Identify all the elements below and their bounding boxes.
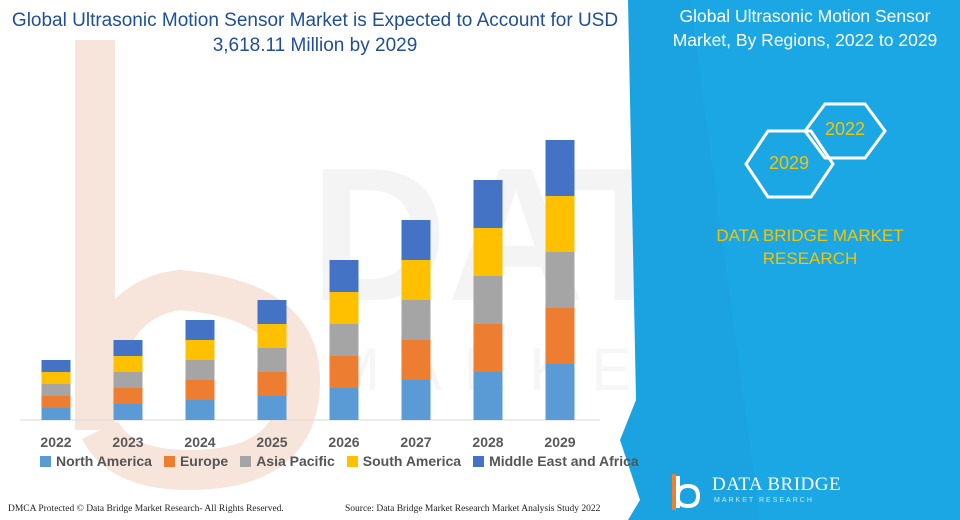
bar-segment-2024-0: [185, 400, 215, 420]
bar-segment-2023-1: [113, 388, 143, 404]
bar-segment-2027-4: [401, 220, 431, 260]
bar-segment-2022-0: [41, 408, 71, 420]
legend: North America Europe Asia Pacific South Ame…: [40, 452, 639, 470]
legend-swatch: [346, 455, 358, 467]
bar-segment-2022-4: [41, 360, 71, 372]
x-tick-label: 2023: [112, 434, 143, 450]
footer-source: Source: Data Bridge Market Research Mark…: [345, 504, 601, 514]
bar-segment-2028-2: [473, 276, 503, 324]
bar-segment-2023-3: [113, 356, 143, 372]
bar-segment-2028-0: [473, 372, 503, 420]
bar-segment-2024-2: [185, 360, 215, 380]
stacked-bar-chart: 2022 2023 2024 2025 2026 2027 2028 2029: [20, 140, 600, 450]
bar-segment-2029-3: [545, 196, 575, 252]
footer-copyright: DMCA Protected © Data Bridge Market Rese…: [8, 504, 284, 514]
legend-swatch: [473, 455, 485, 467]
x-tick-label: 2027: [400, 434, 431, 450]
legend-label: Asia Pacific: [256, 453, 335, 469]
bar-segment-2025-0: [257, 396, 287, 420]
x-tick-label: 2029: [544, 434, 575, 450]
bar-segment-2024-3: [185, 340, 215, 360]
bar-segment-2028-4: [473, 180, 503, 228]
panel-title: Global Ultrasonic Motion Sensor Market, …: [672, 6, 938, 50]
bar-segment-2026-4: [329, 260, 359, 292]
bar-segment-2025-4: [257, 300, 287, 324]
legend-label: Europe: [179, 453, 229, 469]
bar-segment-2029-4: [545, 140, 575, 196]
bar-segment-2023-0: [113, 404, 143, 420]
bar-segment-2023-4: [113, 340, 143, 356]
bar-segment-2022-2: [41, 384, 71, 396]
bar-segment-2029-2: [545, 252, 575, 308]
legend-label: Middle East and Africa: [489, 453, 639, 469]
bar-segment-2027-3: [401, 260, 431, 300]
x-tick-label: 2026: [328, 434, 359, 450]
logo-tagline: MARKET RESEARCH: [714, 497, 814, 504]
legend-item: Middle East and Africa: [473, 453, 639, 469]
bar-segment-2025-1: [257, 372, 287, 396]
bar-segment-2026-0: [329, 388, 359, 420]
bar-segment-2028-1: [473, 324, 503, 372]
bar-segment-2025-3: [257, 324, 287, 348]
legend-swatch: [40, 455, 51, 467]
bar-segment-2022-1: [41, 396, 71, 408]
logo-name: DATA BRIDGE: [712, 474, 842, 495]
legend-item: South America: [346, 453, 462, 469]
legend-item: Asia Pacific: [240, 453, 335, 469]
x-tick-label: 2028: [472, 434, 503, 450]
bar-segment-2022-3: [41, 372, 71, 384]
hexagon-year-2022: 2022: [824, 119, 866, 139]
hexagon-2029-icon: [744, 129, 835, 199]
bar-segment-2029-0: [545, 364, 575, 420]
legend-label: North America: [56, 453, 152, 469]
x-tick-label: 2022: [40, 434, 71, 450]
bar-segment-2029-1: [545, 308, 575, 364]
bar-segment-2026-3: [329, 292, 359, 324]
bar-segment-2023-2: [113, 372, 143, 388]
bar-segment-2026-1: [329, 356, 359, 388]
bar-segment-2025-2: [257, 348, 287, 372]
bar-segment-2024-1: [185, 380, 215, 400]
bar-segment-2028-3: [473, 228, 503, 276]
bar-segment-2027-0: [401, 380, 431, 420]
brand-text: DATA BRIDGE MARKET RESEARCH: [716, 226, 904, 268]
legend-item: North America: [40, 453, 152, 469]
bar-segment-2027-1: [401, 340, 431, 380]
bar-segment-2024-4: [185, 320, 215, 340]
bar-segment-2027-2: [401, 300, 431, 340]
x-tick-label: 2025: [256, 434, 287, 450]
legend-item: Europe: [163, 453, 229, 469]
bar-segment-2026-2: [329, 324, 359, 356]
chart-title: Global Ultrasonic Motion Sensor Market i…: [11, 10, 619, 56]
legend-label: South America: [362, 453, 462, 469]
legend-swatch: [163, 455, 175, 467]
legend-swatch: [240, 455, 252, 467]
hexagon-year-2029: 2029: [768, 153, 810, 173]
company-logo: [669, 474, 703, 511]
x-tick-label: 2024: [184, 434, 215, 450]
